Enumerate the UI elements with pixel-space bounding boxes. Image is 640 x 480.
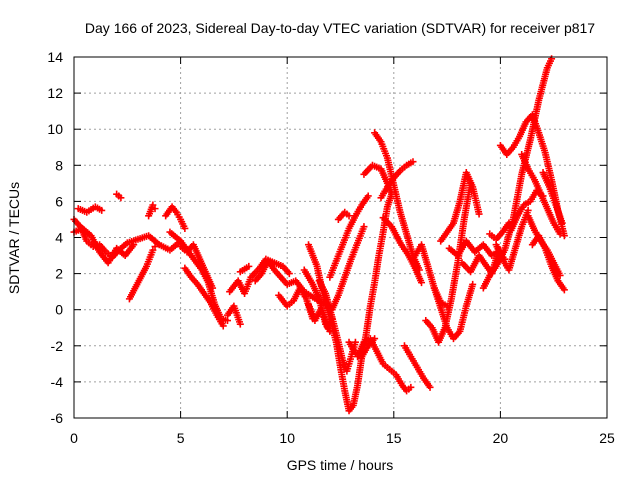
- data-point: [245, 262, 253, 270]
- series-arc-7: [162, 203, 189, 232]
- data-point: [149, 201, 157, 209]
- series-arc-44: [539, 169, 566, 227]
- series-arc-14: [251, 257, 334, 310]
- series-arc-28: [379, 214, 426, 287]
- data-point: [560, 232, 568, 240]
- series-arc-37: [486, 219, 513, 243]
- series-arc-6: [145, 201, 159, 220]
- data-point: [548, 55, 556, 63]
- x-axis-label: GPS time / hours: [287, 457, 394, 473]
- data-point: [98, 206, 106, 214]
- series-arc-29: [400, 342, 434, 391]
- series-arc-33: [437, 169, 483, 245]
- y-tick-label: 2: [55, 266, 63, 282]
- series-arc-2: [70, 224, 138, 267]
- data-point: [130, 241, 138, 249]
- y-axis-label: SDTVAR / TECUs: [6, 182, 22, 294]
- series-arc-20: [326, 192, 372, 281]
- y-tick-label: -4: [51, 374, 64, 390]
- series-arc-10: [181, 264, 227, 330]
- chart-title: Day 166 of 2023, Sidereal Day-to-day VTE…: [85, 20, 595, 36]
- data-point: [558, 219, 566, 227]
- y-tick-label: 0: [55, 302, 63, 318]
- series-arc-9: [177, 241, 217, 292]
- x-tick-label: 15: [386, 430, 402, 446]
- y-tick-label: 4: [55, 230, 63, 246]
- series-arc-22: [334, 208, 353, 223]
- data-point: [556, 230, 564, 238]
- y-tick-label: -2: [51, 338, 64, 354]
- data-point: [345, 212, 353, 220]
- x-tick-label: 20: [493, 430, 509, 446]
- series-arc-13: [236, 262, 253, 276]
- series-arc-36: [479, 55, 556, 292]
- data-point: [181, 224, 189, 232]
- series-arc-11: [224, 302, 244, 328]
- data-point: [149, 246, 157, 254]
- data-point: [117, 194, 125, 202]
- series-arc-19: [315, 277, 359, 375]
- data-point: [209, 284, 217, 292]
- x-tick-label: 25: [599, 430, 615, 446]
- data-point: [469, 280, 477, 288]
- series-arc-3: [74, 203, 106, 216]
- data-point: [418, 279, 426, 287]
- data-point: [560, 286, 568, 294]
- data-point: [236, 320, 244, 328]
- data-points: [70, 55, 568, 415]
- data-point: [219, 322, 227, 330]
- series-arc-5: [125, 243, 159, 303]
- y-tick-label: 14: [47, 49, 63, 65]
- series-arc-26: [371, 129, 423, 274]
- data-point: [351, 338, 359, 346]
- series-arc-32: [430, 280, 477, 343]
- series-arc-4: [113, 190, 125, 202]
- axis-ticks: [73, 56, 608, 419]
- data-point: [285, 270, 293, 278]
- series-arc-41: [518, 150, 564, 238]
- series-arc-21: [328, 223, 368, 314]
- y-tick-labels: -6 -4 -2 0 2 4 6 8 10 12 14: [47, 49, 63, 426]
- data-point: [364, 192, 372, 200]
- data-point: [409, 158, 417, 166]
- y-tick-label: 12: [47, 85, 63, 101]
- series-arc-31: [422, 179, 475, 346]
- series-arc-43: [528, 232, 568, 294]
- series-arc-27: [377, 158, 417, 202]
- y-tick-label: 6: [55, 193, 63, 209]
- data-point: [407, 383, 415, 391]
- y-tick-label: 8: [55, 157, 63, 173]
- data-point: [475, 210, 483, 218]
- data-point: [151, 243, 159, 251]
- x-tick-label: 10: [279, 430, 295, 446]
- y-tick-label: 10: [47, 121, 63, 137]
- y-tick-label: -6: [51, 410, 64, 426]
- series-arc-24: [354, 335, 415, 395]
- x-tick-label: 0: [70, 430, 78, 446]
- series-arc-12: [226, 255, 293, 297]
- data-point: [426, 383, 434, 391]
- data-point: [505, 219, 513, 227]
- data-point: [360, 223, 368, 231]
- x-tick-labels: 0 5 10 15 20 25: [70, 430, 615, 446]
- x-tick-label: 5: [177, 430, 185, 446]
- data-point: [151, 205, 159, 213]
